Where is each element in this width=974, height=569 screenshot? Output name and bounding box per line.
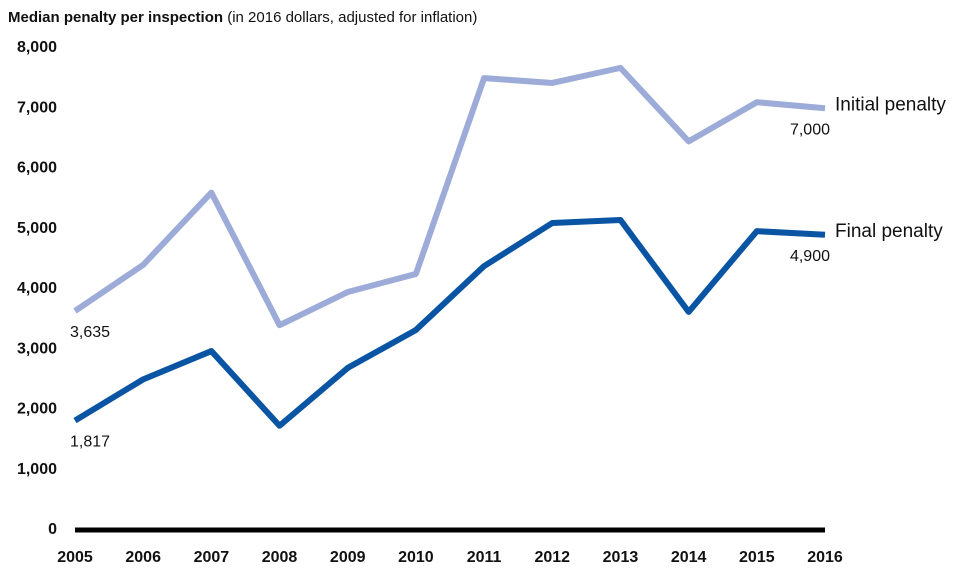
data-label: 3,635 (70, 324, 110, 341)
y-tick-label: 0 (48, 521, 57, 538)
series-label: Initial penalty (835, 94, 946, 115)
x-tick-label: 2010 (398, 549, 434, 566)
chart-subtitle: (in 2016 dollars, adjusted for inflation… (227, 9, 477, 26)
x-tick-label: 2005 (57, 549, 93, 566)
chart-title: Median penalty per inspection (8, 9, 223, 26)
data-label: 1,817 (70, 434, 110, 451)
x-tick-label: 2006 (125, 549, 161, 566)
data-label: 7,000 (790, 121, 830, 138)
x-tick-label: 2013 (603, 549, 639, 566)
y-tick-label: 2,000 (17, 401, 57, 418)
x-tick-label: 2012 (534, 549, 570, 566)
chart-heading: Median penalty per inspection (in 2016 d… (8, 9, 477, 26)
y-tick-label: 6,000 (17, 160, 57, 177)
x-tick-label: 2008 (262, 549, 298, 566)
series-label: Final penalty (835, 221, 943, 242)
x-tick-label: 2007 (194, 549, 230, 566)
x-tick-label: 2014 (671, 549, 707, 566)
series-line (73, 217, 826, 429)
x-tick-label: 2015 (739, 549, 775, 566)
y-tick-label: 5,000 (17, 220, 57, 237)
x-tick-label: 2016 (807, 549, 843, 566)
series-line (73, 64, 826, 329)
x-tick-label: 2011 (467, 549, 502, 566)
y-tick-label: 7,000 (17, 99, 57, 116)
data-label: 4,900 (790, 248, 830, 265)
x-tick-label: 2009 (330, 549, 366, 566)
y-tick-label: 8,000 (17, 39, 57, 56)
y-tick-label: 1,000 (17, 461, 57, 478)
y-tick-label: 4,000 (17, 280, 57, 297)
y-tick-label: 3,000 (17, 340, 57, 357)
